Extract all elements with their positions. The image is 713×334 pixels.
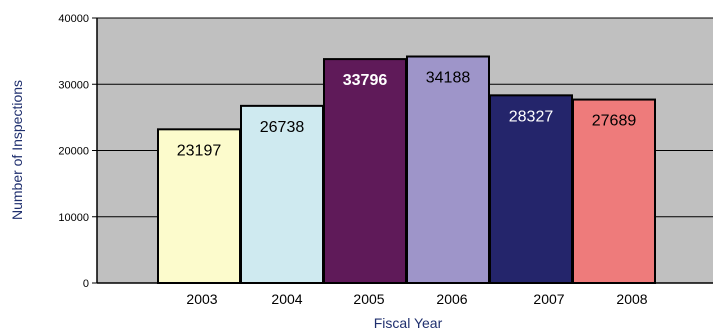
y-tick-label: 20000 [58,146,89,158]
bars [157,55,656,285]
y-tick-label: 30000 [58,79,89,91]
x-tick-label-2005: 2005 [353,291,384,307]
data-label-2008: 27689 [592,113,637,130]
x-axis-title: Fiscal Year [374,315,443,331]
x-tick-label-2003: 2003 [186,291,217,307]
bar-2006 [406,55,490,284]
x-tick-label-2007: 2007 [533,291,564,307]
data-label-2006: 34188 [426,70,471,87]
data-label-2005: 33796 [343,72,388,89]
y-tick-label: 10000 [58,212,89,224]
data-labels: 23197 26738 33796 34188 28327 27689 [177,70,637,160]
y-tick-label: 40000 [58,13,89,25]
x-tick-label-2004: 2004 [271,291,302,307]
bar-2004 [240,104,324,284]
x-tick-label-2006: 2006 [436,291,467,307]
x-tick-labels: 2003 2004 2005 2006 2007 2008 [186,291,647,307]
data-label-2007: 28327 [509,108,554,125]
y-axis-title: Number of Inspections [9,80,25,220]
y-tick-label: 0 [83,278,89,290]
bar-2005 [323,58,407,284]
data-label-2004: 26738 [260,119,305,136]
bar-2008 [572,98,656,284]
bar-2007 [489,94,573,285]
data-label-2003: 23197 [177,142,222,159]
y-ticks: 0 10000 20000 30000 40000 [58,13,97,290]
x-tick-label-2008: 2008 [616,291,647,307]
